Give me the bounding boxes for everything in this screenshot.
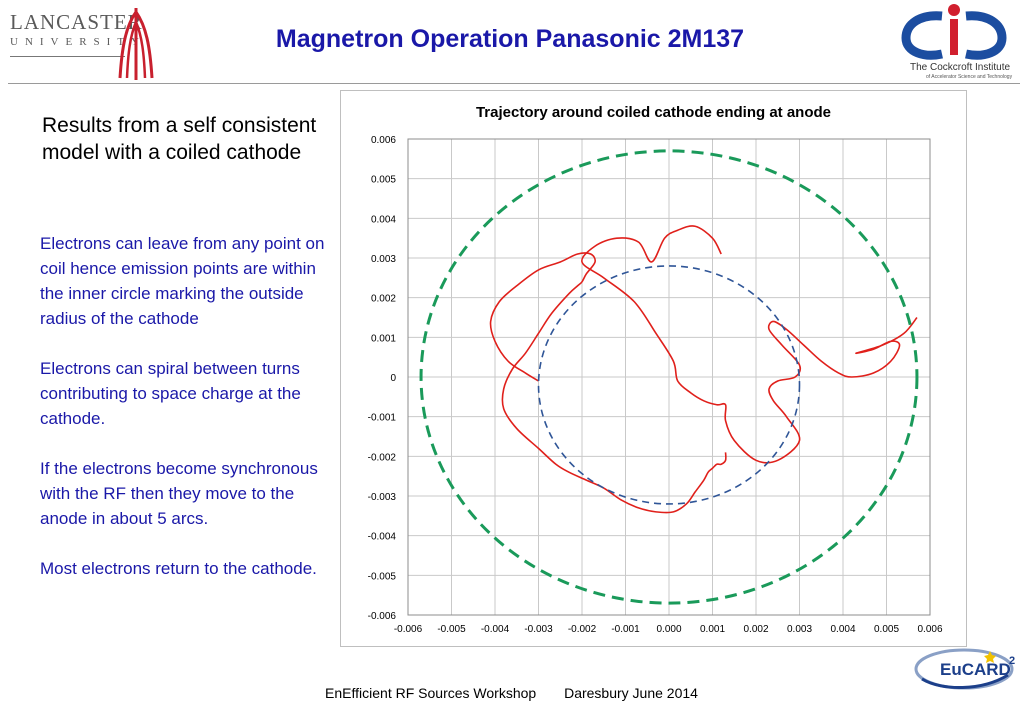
header-divider [8,83,1020,84]
eucard-name: EuCARD [940,660,1011,679]
trajectory-chart: Trajectory around coiled cathode ending … [340,90,967,647]
y-tick-label: 0.005 [371,175,396,186]
y-tick-label: -0.004 [368,532,397,543]
chart-title: Trajectory around coiled cathode ending … [475,104,832,121]
logo-underline [10,56,125,57]
footer-event: EnEfficient RF Sources Workshop [325,685,537,701]
x-tick-label: -0.002 [568,624,597,635]
paragraph-emission: Electrons can leave from any point on co… [40,234,325,328]
university-name: LANCASTER [10,10,143,34]
lancaster-logo: LANCASTER UNIVERSITY [8,2,158,82]
chart-plot-area: -0.006 -0.005 -0.004 -0.003 -0.002 -0.001 0.00… [368,135,943,635]
y-tick-label: -0.001 [368,413,397,424]
trajectory-line [489,252,727,514]
y-tick-label: 0.001 [371,333,396,344]
x-tick-label: 0.005 [874,624,899,635]
footer-place-date: Daresbury June 2014 [564,685,698,701]
x-tick-label: 0.001 [700,624,725,635]
x-tick-label: 0.004 [830,624,855,635]
x-tick-label: 0.002 [743,624,768,635]
x-tick-label: -0.006 [394,624,423,635]
institute-sub: of Accelerator Science and Technology [926,74,1013,80]
plot-border [407,138,931,616]
cockcroft-emblem-icon [901,4,1007,60]
y-tick-label: -0.006 [368,611,397,622]
x-tick-label: -0.001 [611,624,640,635]
explanation-text: Electrons can leave from any point on co… [40,231,330,606]
y-tick-label: -0.005 [368,571,397,582]
trajectory-line [581,225,918,464]
eucard-swoosh-icon [914,648,1014,690]
eucard-logo: EuCARD 2 [912,645,1020,700]
cockcroft-logo: The Cockcroft Institute of Accelerator S… [880,2,1020,82]
y-tick-label: 0 [390,373,396,384]
university-sub: UNIVERSITY [10,36,146,48]
x-tick-label: -0.003 [524,624,553,635]
lancaster-rose-icon [118,8,154,80]
y-tick-label: 0.004 [371,214,396,225]
y-tick-label: 0.003 [371,254,396,265]
paragraph-synchronous: If the electrons become synchronous with… [40,459,318,528]
eucard-superscript: 2 [1009,655,1016,667]
x-tick-label: 0.003 [787,624,812,635]
x-tick-label: 0.006 [917,624,942,635]
y-tick-label: 0.002 [371,294,396,305]
x-tick-label: -0.004 [481,624,510,635]
intro-text: Results from a self consistent model wit… [42,114,317,164]
inner-circle [537,265,801,505]
paragraph-return: Most electrons return to the cathode. [40,559,317,578]
institute-name: The Cockcroft Institute [910,62,1011,73]
y-tick-label: 0.006 [371,135,396,146]
paragraph-spiral: Electrons can spiral between turns contr… [40,359,301,428]
y-tick-label: -0.003 [368,492,397,503]
x-tick-label: -0.005 [437,624,466,635]
x-tick-label: 0.000 [656,624,681,635]
anode-circle [419,149,919,605]
footer: EnEfficient RF Sources Workshop Daresbur… [0,685,1023,701]
page-title: Magnetron Operation Panasonic 2M137 [275,25,745,53]
y-tick-label: -0.002 [368,452,397,463]
